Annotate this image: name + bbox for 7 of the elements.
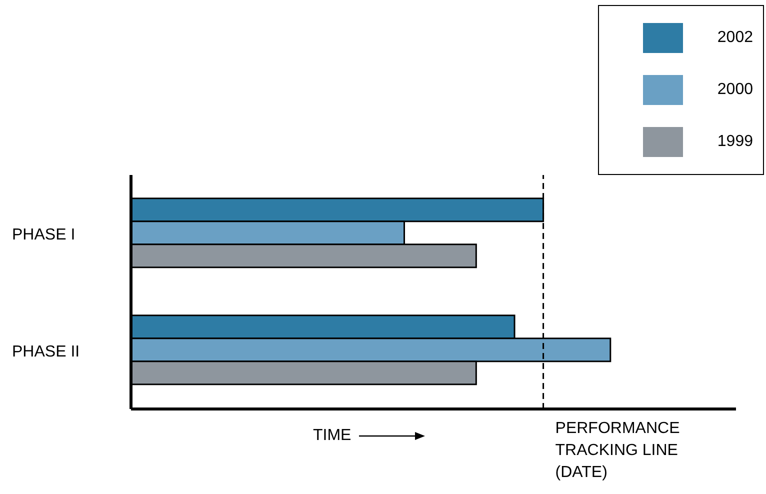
ref-line-label: PERFORMANCE TRACKING LINE (DATE) <box>555 420 680 481</box>
legend-label: 2002 <box>717 29 753 46</box>
legend-label: 1999 <box>717 133 753 150</box>
x-axis-title: TIME <box>313 427 352 445</box>
y-tick-label: PHASE II <box>12 344 80 360</box>
legend-label: 2000 <box>717 81 753 98</box>
y-tick-label: PHASE I <box>12 226 76 244</box>
